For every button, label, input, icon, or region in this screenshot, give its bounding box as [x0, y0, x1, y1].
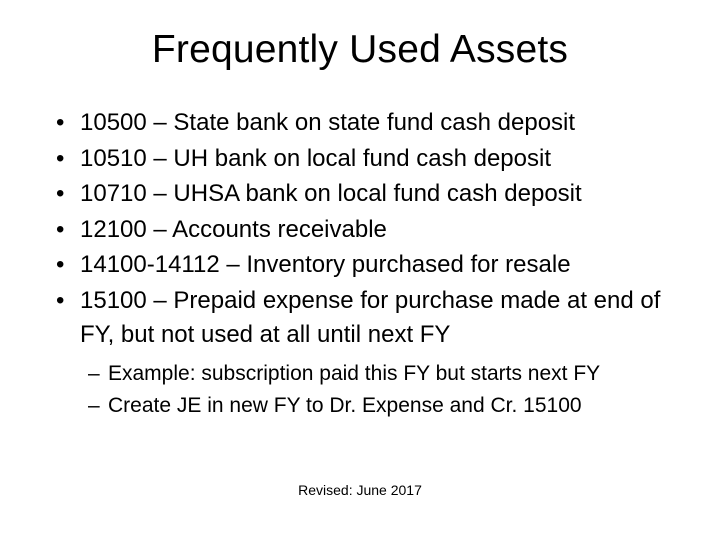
bullet-list: 10500 – State bank on state fund cash de… [50, 106, 670, 351]
sub-list-item-text: Example: subscription paid this FY but s… [108, 362, 600, 385]
sub-list-item-text: Create JE in new FY to Dr. Expense and C… [108, 394, 582, 417]
list-item: 14100-14112 – Inventory purchased for re… [56, 248, 670, 282]
footer-text: Revised: June 2017 [0, 482, 720, 498]
sub-list-item: Create JE in new FY to Dr. Expense and C… [88, 391, 670, 420]
list-item-text: 10510 – UH bank on local fund cash depos… [80, 145, 551, 172]
sub-bullet-list: Example: subscription paid this FY but s… [50, 359, 670, 420]
list-item-text: 10710 – UHSA bank on local fund cash dep… [80, 180, 582, 207]
list-item-text: 14100-14112 – Inventory purchased for re… [80, 251, 571, 278]
list-item: 15100 – Prepaid expense for purchase mad… [56, 284, 670, 351]
list-item-text: 12100 – Accounts receivable [80, 216, 387, 243]
list-item: 12100 – Accounts receivable [56, 213, 670, 247]
list-item: 10510 – UH bank on local fund cash depos… [56, 142, 670, 176]
slide-title: Frequently Used Assets [50, 28, 670, 72]
list-item-text: 15100 – Prepaid expense for purchase mad… [80, 287, 660, 348]
list-item-text: 10500 – State bank on state fund cash de… [80, 109, 575, 136]
sub-list-item: Example: subscription paid this FY but s… [88, 359, 670, 388]
slide: Frequently Used Assets 10500 – State ban… [0, 0, 720, 540]
list-item: 10710 – UHSA bank on local fund cash dep… [56, 177, 670, 211]
list-item: 10500 – State bank on state fund cash de… [56, 106, 670, 140]
